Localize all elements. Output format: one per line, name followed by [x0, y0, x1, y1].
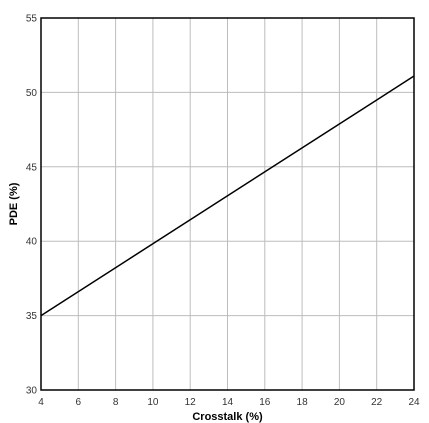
y-tick-label: 40 [26, 237, 38, 248]
x-tick-labels: 4 6 8 10 12 14 16 18 20 22 24 [38, 397, 420, 408]
x-tick-label: 16 [259, 397, 271, 408]
y-tick-label: 30 [26, 386, 38, 397]
series-layer [40, 75, 415, 317]
x-tick-label: 20 [334, 397, 346, 408]
x-tick-label: 6 [76, 397, 82, 408]
y-axis-label: PDE (%) [8, 182, 20, 225]
x-tick-label: 12 [185, 397, 197, 408]
x-tick-label: 4 [38, 397, 44, 408]
x-tick-label: 14 [222, 397, 234, 408]
y-tick-label: 50 [26, 88, 38, 99]
y-tick-labels: 30 35 40 45 50 55 [26, 14, 38, 397]
series-line [40, 75, 415, 317]
grid [40, 17, 415, 391]
x-tick-label: 10 [147, 397, 159, 408]
x-tick-label: 18 [297, 397, 309, 408]
y-tick-label: 35 [26, 311, 38, 322]
x-tick-label: 8 [113, 397, 119, 408]
plot-frame [40, 17, 415, 391]
y-tick-label: 45 [26, 162, 38, 173]
x-tick-label: 22 [371, 397, 383, 408]
y-tick-label: 55 [26, 14, 38, 25]
x-tick-label: 24 [408, 397, 420, 408]
x-axis-label: Crosstalk (%) [192, 411, 263, 423]
